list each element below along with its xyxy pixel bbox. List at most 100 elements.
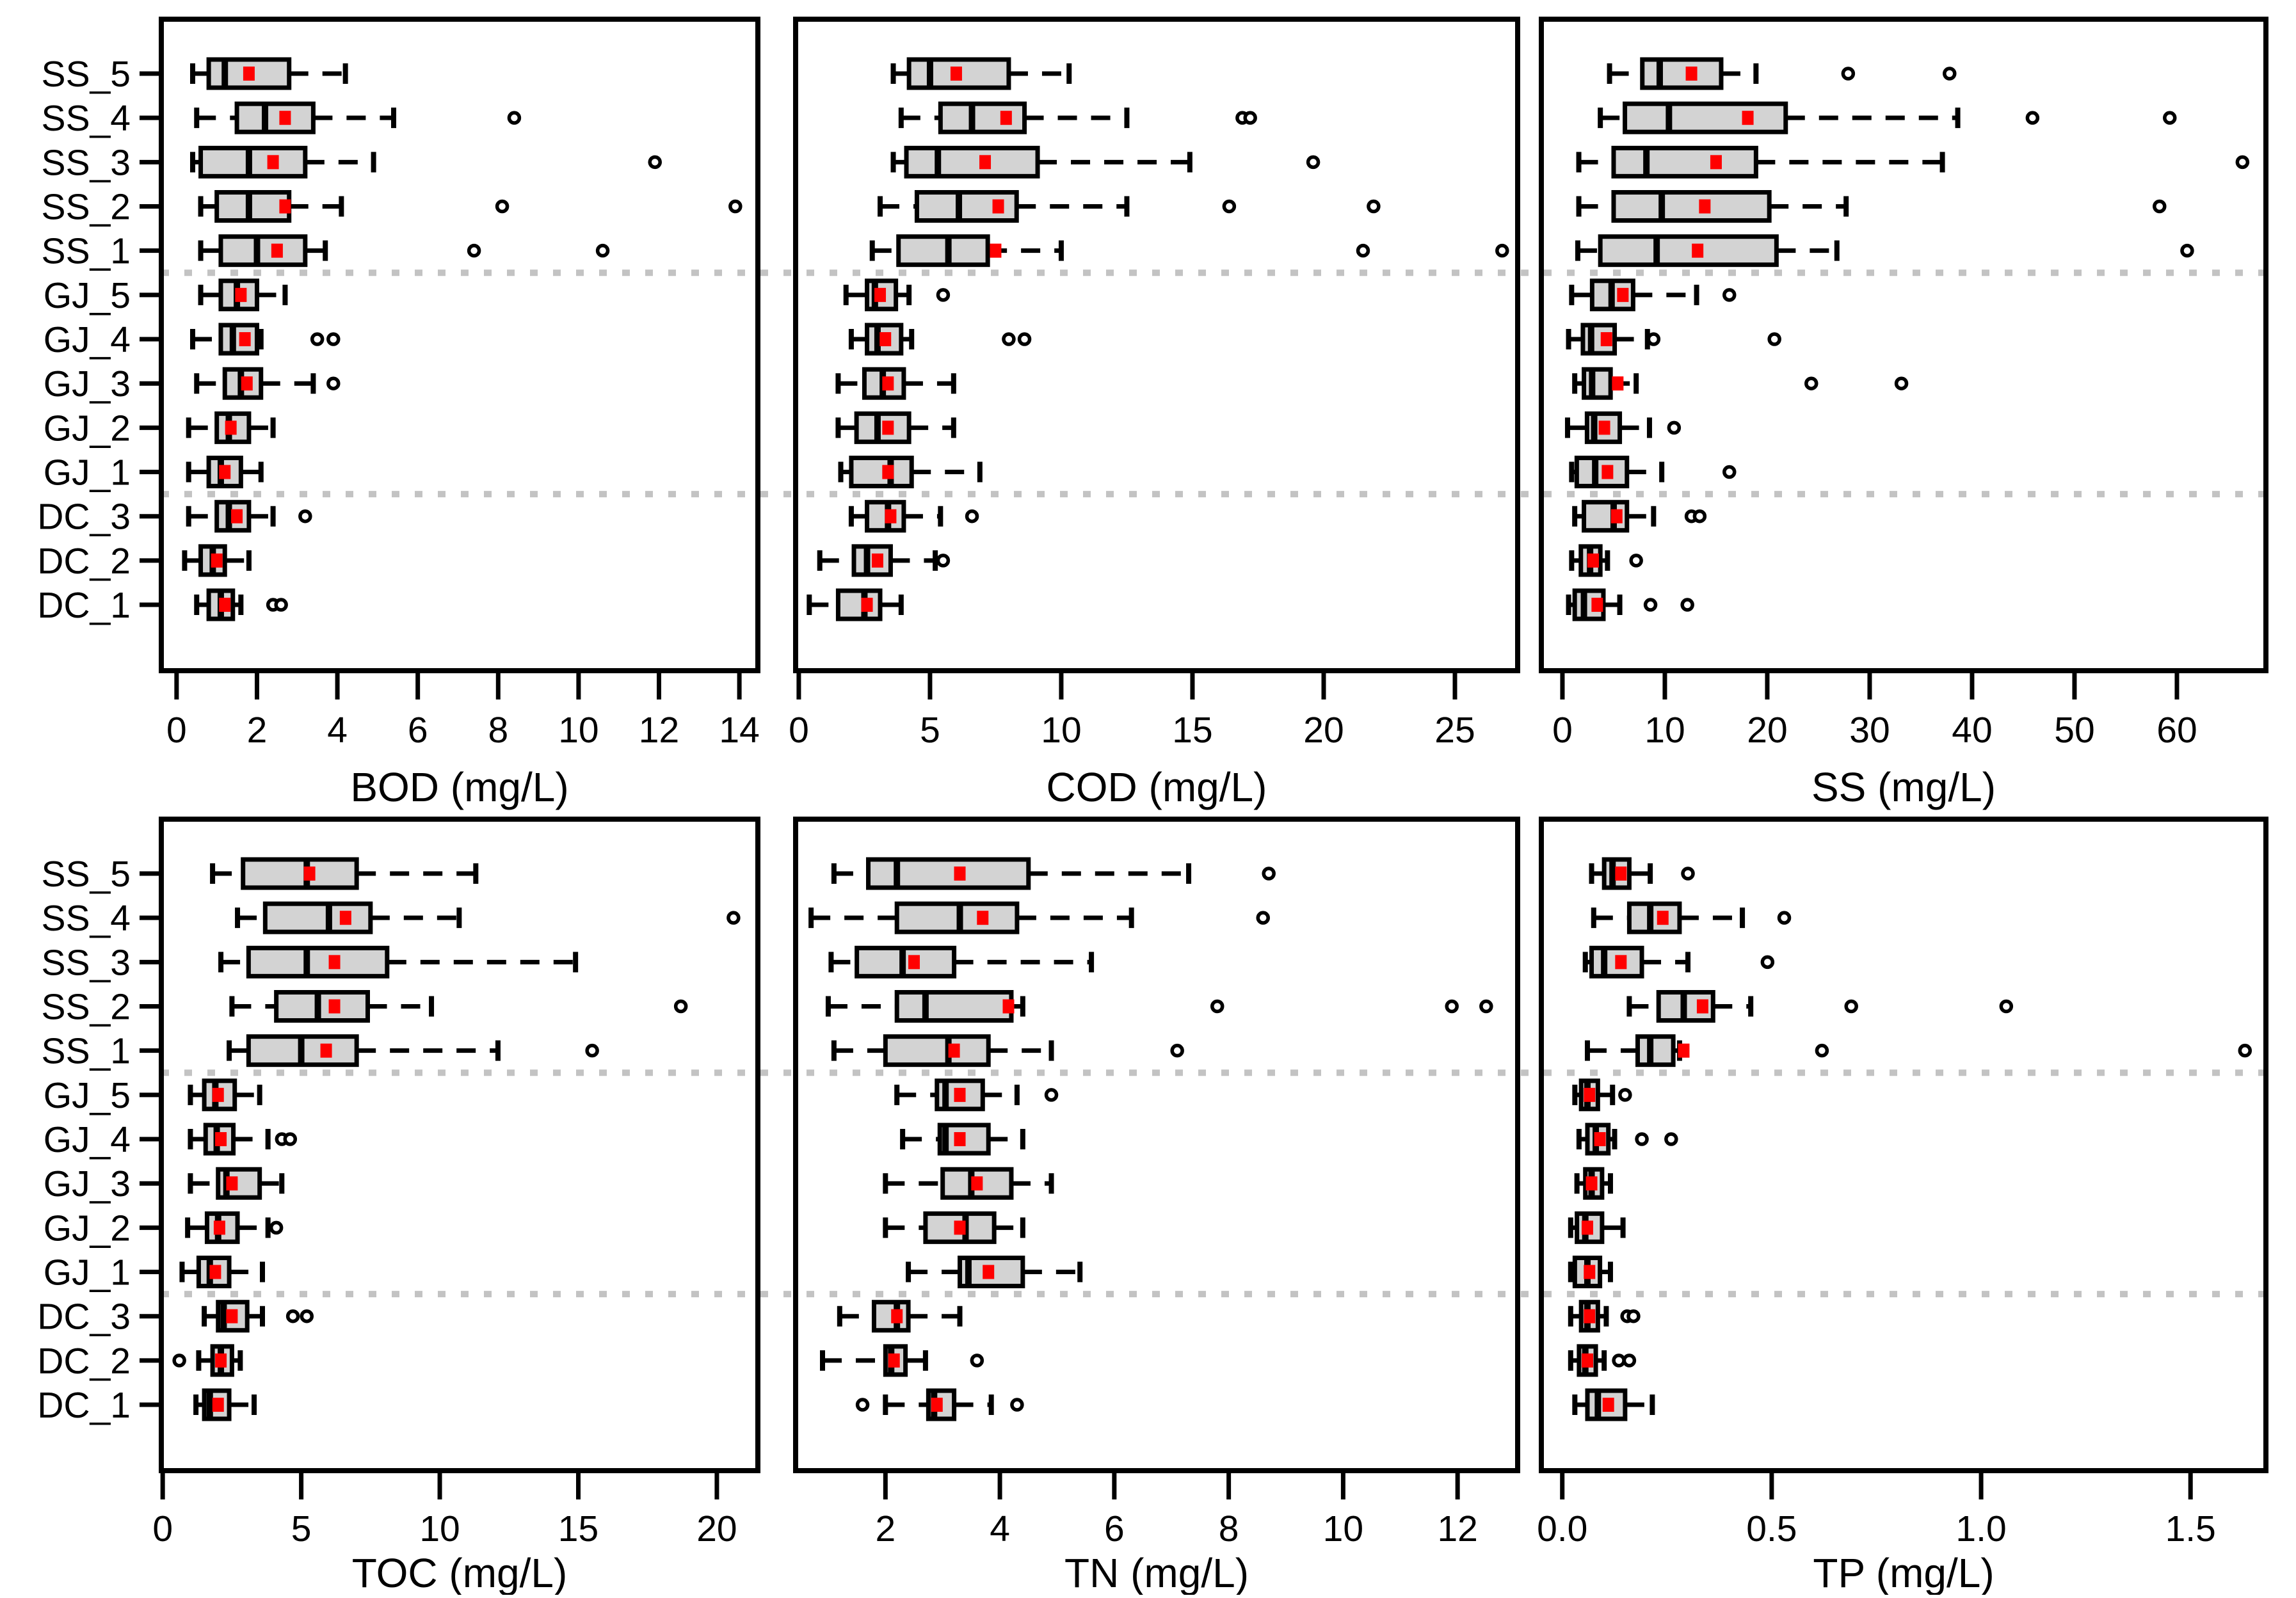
mean-marker [1602, 465, 1614, 479]
outlier-point [298, 509, 312, 523]
outlier-point [300, 1309, 314, 1323]
box-SS_5 [1607, 57, 1957, 90]
outlier-point [1722, 288, 1737, 302]
iqr-box [904, 145, 1040, 179]
outlier-point [1999, 999, 2014, 1014]
site-label: SS_3 [42, 142, 131, 183]
box-GJ_4 [1576, 1123, 1678, 1156]
outlier-point [1692, 509, 1707, 523]
outlier-point [495, 199, 510, 214]
site-label: GJ_2 [44, 408, 131, 449]
outlier-point [2025, 111, 2040, 125]
box-DC_2 [1569, 544, 1643, 577]
x-tick-label: 8 [488, 710, 508, 751]
mean-marker [1584, 1087, 1596, 1102]
x-axis-title: COD (mg/L) [1047, 764, 1267, 810]
mean-marker [888, 1353, 900, 1368]
iqr-box [246, 945, 390, 979]
x-tick-label: 5 [291, 1508, 312, 1549]
box-DC_2 [820, 1344, 984, 1377]
outlier-point [1943, 67, 1957, 81]
outlier-point [507, 111, 522, 125]
iqr-box [218, 323, 259, 356]
box-SS_5 [890, 57, 1072, 90]
box-DC_3 [202, 1300, 314, 1333]
mean-marker [1600, 332, 1612, 347]
site-label: SS_2 [42, 987, 131, 1028]
panel-frame [1539, 817, 2268, 1473]
x-tick-label: 6 [408, 710, 428, 751]
mean-marker [279, 199, 291, 214]
box-DC_1 [194, 588, 288, 621]
mean-marker [1612, 376, 1624, 391]
site-label: GJ_1 [44, 452, 131, 493]
box-SS_1 [1575, 234, 2194, 268]
box-DC_1 [807, 588, 904, 621]
box-GJ_3 [835, 367, 956, 400]
site-label: SS_5 [42, 54, 131, 95]
iqr-box [198, 145, 308, 179]
x-tick-label: 10 [558, 710, 598, 751]
mean-marker [1610, 509, 1623, 523]
box-SS_1 [831, 1034, 1184, 1067]
box-SS_4 [1598, 101, 2177, 134]
box-GJ_5 [894, 1078, 1059, 1112]
mean-marker [1692, 243, 1704, 258]
panel-frame [159, 817, 760, 1473]
outlier-point [1618, 1088, 1632, 1102]
x-axis-title: SS (mg/L) [1811, 764, 1996, 810]
box-DC_2 [817, 544, 951, 577]
box-GJ_1 [186, 456, 264, 489]
iqr-box [1611, 190, 1772, 223]
outlier-point [285, 1309, 300, 1323]
box-GJ_3 [883, 1167, 1054, 1200]
outlier-point [727, 911, 741, 925]
box-DC_1 [1566, 588, 1694, 621]
site-label: GJ_3 [44, 364, 131, 404]
site-label: SS_1 [42, 1031, 131, 1072]
mean-marker [954, 867, 966, 881]
box-DC_3 [1572, 500, 1707, 533]
box-GJ_5 [1572, 1078, 1632, 1112]
mean-marker [954, 1220, 966, 1235]
x-tick-label: 15 [1172, 710, 1212, 751]
x-tick-label: 25 [1434, 710, 1475, 751]
x-tick-label: 0 [789, 710, 809, 751]
x-tick-label: 60 [2156, 710, 2197, 751]
mean-marker [1678, 1043, 1690, 1058]
mean-marker [885, 509, 897, 523]
box-SS_2 [229, 990, 688, 1023]
iqr-box [274, 990, 370, 1023]
outlier-point [965, 509, 979, 523]
outlier-point [1210, 999, 1224, 1014]
iqr-box [1635, 1034, 1676, 1067]
box-GJ_2 [1564, 411, 1682, 444]
outlier-point [648, 155, 662, 170]
x-tick-label: 20 [696, 1508, 737, 1549]
mean-marker [882, 465, 894, 479]
x-tick-label: 1.0 [1955, 1508, 2006, 1549]
box-GJ_4 [188, 1123, 298, 1156]
box-SS_2 [198, 190, 743, 223]
mean-marker [931, 1398, 943, 1412]
site-label: SS_5 [42, 854, 131, 895]
mean-marker [212, 1398, 224, 1412]
outlier-point [310, 332, 325, 346]
box-SS_1 [198, 234, 610, 268]
site-label: DC_1 [37, 1385, 131, 1426]
x-tick-label: 14 [719, 710, 759, 751]
outlier-point [1680, 598, 1694, 612]
site-label: SS_4 [42, 98, 131, 139]
site-label: DC_1 [37, 585, 131, 626]
mean-marker [1615, 955, 1627, 970]
mean-marker [235, 287, 247, 302]
site-label: GJ_4 [44, 1119, 131, 1160]
x-tick-label: 0 [1552, 710, 1573, 751]
outlier-point [2238, 1043, 2252, 1058]
box-GJ_5 [188, 1078, 262, 1112]
outlier-point [855, 1398, 870, 1412]
panel-cod: 0 5 10 15 20 25 COD (mg/L) [789, 17, 1520, 810]
iqr-box [234, 101, 316, 134]
